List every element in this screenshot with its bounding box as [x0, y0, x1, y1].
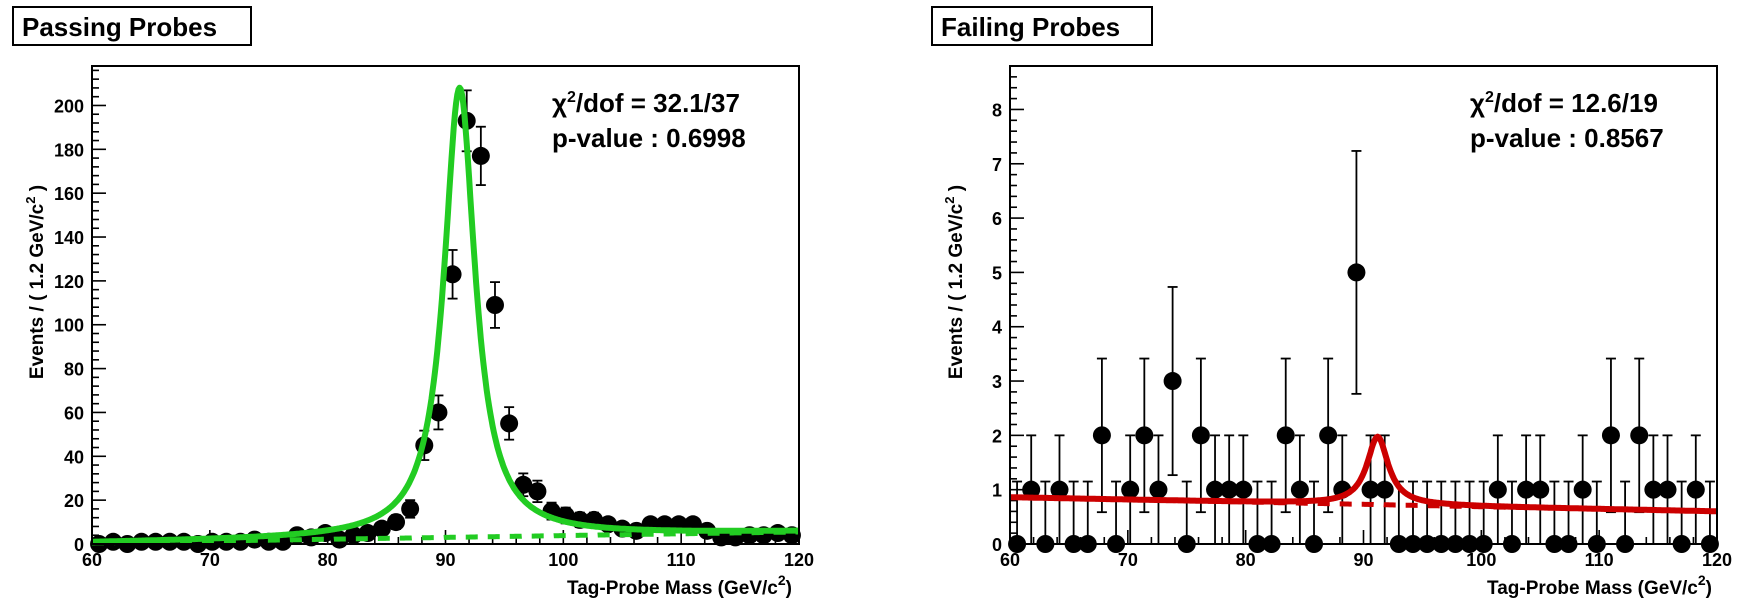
- passing-y-tick-label: 80: [64, 360, 84, 380]
- passing-x-tick-label: 90: [435, 550, 455, 570]
- passing-y-tick-label: 0: [74, 535, 84, 555]
- failing-data-point: [1616, 480, 1635, 553]
- failing-pvalue: p-value : 0.8567: [1470, 123, 1664, 153]
- passing-xlabel: Tag-Probe Mass (GeV/c2): [567, 572, 792, 599]
- failing-data-point: [1488, 434, 1507, 545]
- failing-xlabel: Tag-Probe Mass (GeV/c2): [1487, 572, 1712, 599]
- failing-y-tick-label: 2: [992, 426, 1002, 446]
- passing-data-point: [528, 479, 547, 504]
- passing-y-tick-label: 20: [64, 491, 84, 511]
- passing-data-point: [500, 406, 519, 441]
- passing-y-tick-label: 60: [64, 403, 84, 423]
- failing-y-tick-label: 1: [992, 481, 1002, 501]
- passing-data-point: [372, 519, 391, 538]
- failing-x-tick-label: 80: [1236, 550, 1256, 570]
- failing-chi2: χ2/dof = 12.6/19: [1470, 88, 1658, 118]
- passing-data-point: [401, 499, 420, 519]
- failing-x-tick-label: 90: [1353, 550, 1373, 570]
- failing-probes-panel: Failing Probes 60 70 80 90 100 110 120 0 1 2 3 4 5 6 7…: [931, 6, 1732, 599]
- failing-y-tick-label: 0: [992, 535, 1002, 555]
- failing-y-tick-label: 5: [992, 263, 1002, 283]
- passing-x-tick-label: 100: [548, 550, 578, 570]
- failing-data-point: [1531, 434, 1550, 545]
- failing-y-tick-label: 7: [992, 155, 1002, 175]
- passing-pvalue: p-value : 0.6998: [552, 123, 746, 153]
- passing-plot-frame: [91, 65, 800, 545]
- passing-title-box: [12, 6, 252, 46]
- failing-data-point: [1191, 357, 1210, 514]
- passing-x-tick-label: 120: [784, 550, 814, 570]
- passing-y-tick-label: 160: [54, 184, 84, 204]
- failing-data-point: [1022, 434, 1041, 545]
- passing-data-point: [485, 281, 504, 329]
- failing-title: Failing Probes: [941, 12, 1120, 42]
- passing-y-tick-label: 180: [54, 140, 84, 160]
- failing-data-point: [1078, 480, 1097, 553]
- failing-x-tick-label: 110: [1585, 550, 1614, 570]
- passing-x-tick-label: 80: [318, 550, 338, 570]
- failing-data-point: [1347, 150, 1366, 395]
- failing-data-point: [1050, 434, 1069, 545]
- failing-x-tick-label: 100: [1466, 550, 1496, 570]
- passing-x-tick-label: 70: [200, 550, 220, 570]
- passing-data-point: [471, 125, 490, 186]
- passing-y-tick-label: 120: [54, 272, 84, 292]
- failing-data-point: [1319, 357, 1338, 514]
- failing-data-point: [1135, 357, 1154, 514]
- failing-y-tick-label: 3: [992, 372, 1002, 392]
- passing-chi2: χ2/dof = 32.1/37: [552, 88, 740, 118]
- failing-x-tick-label: 120: [1702, 550, 1732, 570]
- failing-data-point: [1686, 434, 1705, 545]
- passing-probes-panel: Passing Probes 60 70 80 90 100 110 120 0 20 40 60 8…: [12, 6, 814, 599]
- failing-data-point: [1658, 434, 1677, 545]
- passing-total-fit-line: [90, 84, 801, 545]
- failing-data-point: [1163, 286, 1182, 477]
- passing-data-point: [443, 249, 462, 300]
- passing-y-tick-label: 40: [64, 447, 84, 467]
- passing-y-tick-label: 100: [54, 316, 84, 336]
- failing-y-tick-label: 6: [992, 209, 1002, 229]
- passing-x-tick-label: 110: [667, 550, 696, 570]
- failing-data-point: [1262, 480, 1281, 553]
- failing-plot-frame: [1009, 65, 1718, 545]
- failing-data-point: [1177, 480, 1196, 553]
- passing-data-point: [429, 394, 448, 431]
- failing-data-point: [1206, 434, 1225, 545]
- failing-data-point: [1234, 434, 1253, 545]
- failing-y-tick-label: 8: [992, 100, 1002, 120]
- passing-y-tick-label: 200: [54, 96, 84, 116]
- failing-total-fit-line: [1008, 433, 1719, 515]
- failing-ylabel: Events / ( 1.2 GeV/c2 ): [942, 185, 967, 379]
- failing-y-tick-label: 4: [992, 318, 1002, 338]
- failing-data-point: [1290, 434, 1309, 545]
- passing-y-tick-label: 140: [54, 228, 84, 248]
- failing-data-point: [1092, 357, 1111, 514]
- passing-title: Passing Probes: [22, 12, 217, 42]
- passing-ylabel: Events / ( 1.2 GeV/c2 ): [23, 185, 48, 379]
- failing-data-point: [1121, 434, 1140, 545]
- failing-data-point: [1276, 357, 1295, 514]
- passing-data-point: [387, 513, 406, 532]
- failing-data-point: [1601, 357, 1620, 514]
- failing-data-point: [1573, 434, 1592, 545]
- failing-x-tick-label: 70: [1118, 550, 1138, 570]
- failing-data-point: [1149, 434, 1168, 545]
- passing-x-tick-label: 60: [82, 550, 102, 570]
- failing-title-box: [931, 6, 1153, 46]
- failing-x-tick-label: 60: [1000, 550, 1020, 570]
